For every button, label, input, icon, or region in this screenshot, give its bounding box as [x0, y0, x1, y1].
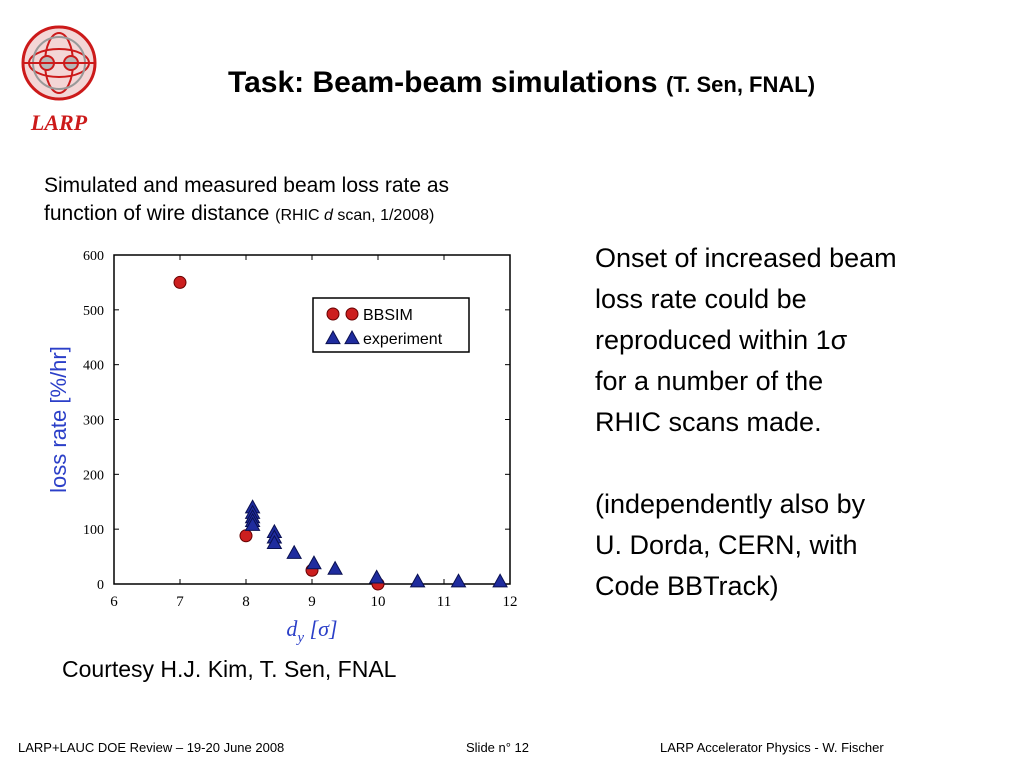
x-tick-label: 6: [110, 594, 118, 610]
x-axis-label-sub: y: [295, 630, 304, 646]
experiment-point: [492, 573, 508, 588]
x-tick-label: 12: [503, 594, 518, 610]
legend-label: BBSIM: [363, 307, 413, 324]
findings-p1-line: RHIC scans made.: [595, 407, 822, 437]
legend-bbsim-marker: [345, 307, 359, 321]
caption-note: (RHIC d scan, 1/2008): [275, 207, 434, 224]
slide-title: Task: Beam-beam simulations (T. Sen, FNA…: [228, 66, 815, 100]
legend-bbsim-marker: [326, 307, 340, 321]
experiment-point: [244, 516, 261, 531]
experiment-point: [306, 555, 322, 570]
findings-text: Onset of increased beam loss rate could b…: [595, 238, 1005, 607]
y-tick-label: 600: [83, 249, 104, 264]
legend-label: experiment: [363, 331, 443, 348]
caption-line-2-text: function of wire distance: [44, 202, 270, 225]
legend-experiment-marker: [325, 329, 341, 345]
x-tick-label: 9: [308, 594, 316, 610]
footer-right: LARP Accelerator Physics - W. Fischer: [660, 740, 884, 755]
courtesy-text: Courtesy H.J. Kim, T. Sen, FNAL: [62, 656, 397, 682]
footer-left: LARP+LAUC DOE Review – 19-20 June 2008: [18, 740, 285, 755]
experiment-point: [368, 569, 385, 584]
legend-experiment-marker: [344, 329, 360, 345]
title-sub: (T. Sen, FNAL): [665, 72, 816, 97]
y-axis-label: loss rate [%/hr]: [46, 346, 71, 493]
findings-p2-line: (independently also by: [595, 489, 866, 519]
footer-slide-number: Slide n° 12: [466, 740, 530, 755]
x-tick-label: 8: [242, 594, 250, 610]
x-tick-label: 7: [176, 594, 184, 610]
experiment-point: [286, 544, 303, 559]
chart-caption: Simulated and measured beam loss rate as…: [44, 172, 449, 230]
x-tick-label: 11: [437, 594, 451, 610]
experiment-point: [409, 573, 426, 588]
title-main: Task: Beam-beam simulations: [228, 66, 658, 99]
chart-svg: 6 7 8 9 10 11 12 0 100 200 300 400 500 600 loss rate […: [46, 249, 518, 646]
findings-p1-line: loss rate could be: [595, 284, 807, 314]
findings-p2-line: Code BBTrack): [595, 571, 779, 601]
x-axis-label-var: d: [286, 616, 298, 641]
y-tick-label: 400: [83, 359, 104, 374]
findings-p1-line: reproduced within 1σ: [595, 325, 848, 355]
larp-logo: LARP: [14, 20, 118, 140]
findings-paragraph-1: Onset of increased beam loss rate could b…: [595, 238, 1005, 443]
logo-text: LARP: [30, 110, 88, 135]
experiment-point: [327, 560, 343, 575]
bbsim-point: [173, 275, 187, 289]
caption-note-var: d: [324, 207, 333, 224]
larp-logo-icon: [21, 25, 97, 101]
x-axis-label: dy [σ]: [286, 616, 337, 646]
findings-paragraph-2: (independently also by U. Dorda, CERN, wi…: [595, 484, 1005, 607]
x-tick-label: 10: [371, 594, 386, 610]
y-tick-label: 100: [83, 523, 104, 538]
caption-line-2: function of wire distance (RHIC d scan, …: [44, 200, 449, 230]
bbsim-point: [239, 529, 253, 543]
caption-note-post: scan, 1/2008): [332, 207, 435, 224]
loss-rate-chart: 6 7 8 9 10 11 12 0 100 200 300 400 500 600 loss rate […: [40, 240, 540, 650]
findings-p1-line: for a number of the: [595, 366, 824, 396]
caption-line-1: Simulated and measured beam loss rate as: [44, 174, 450, 197]
y-tick-label: 200: [83, 468, 104, 483]
y-tick-label: 300: [83, 414, 104, 429]
findings-p2-line: U. Dorda, CERN, with: [595, 530, 858, 560]
y-tick-label: 0: [97, 578, 104, 593]
experiment-point: [266, 534, 283, 549]
caption-note-pre: (RHIC: [275, 207, 325, 224]
experiment-point: [450, 573, 467, 588]
findings-p1-line: Onset of increased beam: [595, 243, 897, 273]
y-tick-label: 500: [83, 304, 104, 319]
x-axis-label-unit: [σ]: [304, 616, 337, 641]
